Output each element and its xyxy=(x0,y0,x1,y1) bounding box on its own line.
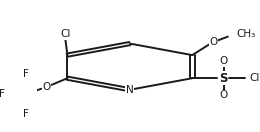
Text: O: O xyxy=(42,82,51,92)
Text: F: F xyxy=(23,69,29,79)
Text: O: O xyxy=(219,90,228,100)
Text: CH₃: CH₃ xyxy=(236,29,255,39)
Text: O: O xyxy=(219,56,228,66)
Text: F: F xyxy=(0,89,5,99)
Text: S: S xyxy=(219,72,228,85)
Text: O: O xyxy=(209,37,217,47)
Text: F: F xyxy=(23,109,29,119)
Text: Cl: Cl xyxy=(60,29,70,39)
Text: Cl: Cl xyxy=(250,73,260,83)
Text: N: N xyxy=(126,85,134,95)
